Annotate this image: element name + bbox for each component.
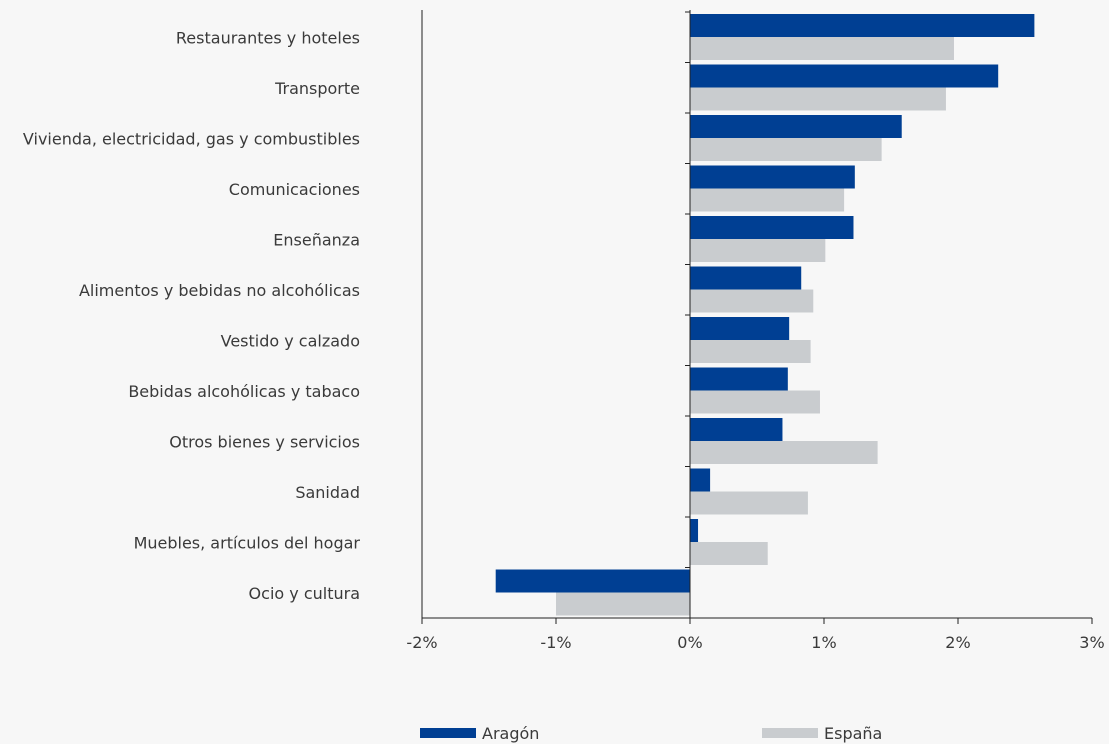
category-label: Vivienda, electricidad, gas y combustibl… xyxy=(23,129,360,148)
bar-espana-3 xyxy=(690,188,845,212)
bar-espana-7 xyxy=(690,390,820,414)
x-tick-label: 3% xyxy=(1079,633,1104,652)
bar-espana-10 xyxy=(690,542,768,565)
category-label: Sanidad xyxy=(295,483,360,502)
bar-espana-11 xyxy=(556,592,690,616)
category-label: Otros bienes y servicios xyxy=(169,432,360,451)
category-label: Comunicaciones xyxy=(229,180,360,199)
x-tick-label: -2% xyxy=(406,633,437,652)
x-tick-label: -1% xyxy=(540,633,571,652)
bar-aragon-5 xyxy=(690,266,802,290)
legend-label-espana: España xyxy=(824,724,882,743)
bar-espana-6 xyxy=(690,340,811,363)
x-axis-ticks-group: -2% -1% 0% 1% 2% 3% xyxy=(406,618,1105,652)
bar-espana-9 xyxy=(690,491,808,515)
bar-aragon-2 xyxy=(690,115,902,138)
legend-swatch-espana xyxy=(762,728,818,738)
bar-espana-5 xyxy=(690,289,814,313)
category-label: Alimentos y bebidas no alcohólicas xyxy=(79,281,360,300)
bar-aragon-6 xyxy=(690,317,790,340)
category-label: Muebles, artículos del hogar xyxy=(134,533,361,552)
category-label: Restaurantes y hoteles xyxy=(176,28,360,47)
bar-aragon-10 xyxy=(690,519,699,542)
bars-group xyxy=(495,14,1035,616)
x-tick-label: 1% xyxy=(811,633,836,652)
bar-aragon-4 xyxy=(690,216,854,239)
x-tick-label: 0% xyxy=(677,633,702,652)
bar-aragon-1 xyxy=(690,64,999,88)
category-label: Bebidas alcohólicas y tabaco xyxy=(128,382,360,401)
legend: Aragón España xyxy=(420,724,882,743)
bar-aragon-8 xyxy=(690,418,783,441)
category-label: Enseñanza xyxy=(273,230,360,249)
bar-espana-1 xyxy=(690,87,946,111)
legend-label-aragon: Aragón xyxy=(482,724,539,743)
category-label: Transporte xyxy=(274,79,360,98)
bar-aragon-7 xyxy=(690,367,788,391)
category-label: Vestido y calzado xyxy=(221,331,360,350)
bar-espana-8 xyxy=(690,441,878,464)
bar-aragon-11 xyxy=(495,569,690,593)
bar-espana-4 xyxy=(690,239,826,262)
bar-espana-0 xyxy=(690,37,954,60)
category-label: Ocio y cultura xyxy=(249,584,360,603)
bar-aragon-9 xyxy=(690,468,711,492)
bar-aragon-0 xyxy=(690,14,1035,37)
x-tick-label: 2% xyxy=(945,633,970,652)
axes-group xyxy=(421,10,1092,619)
legend-swatch-aragon xyxy=(420,728,476,738)
category-labels-group: Restaurantes y hoteles Transporte Vivienda… xyxy=(23,28,361,603)
bar-aragon-3 xyxy=(690,165,855,189)
bar-espana-2 xyxy=(690,138,882,161)
